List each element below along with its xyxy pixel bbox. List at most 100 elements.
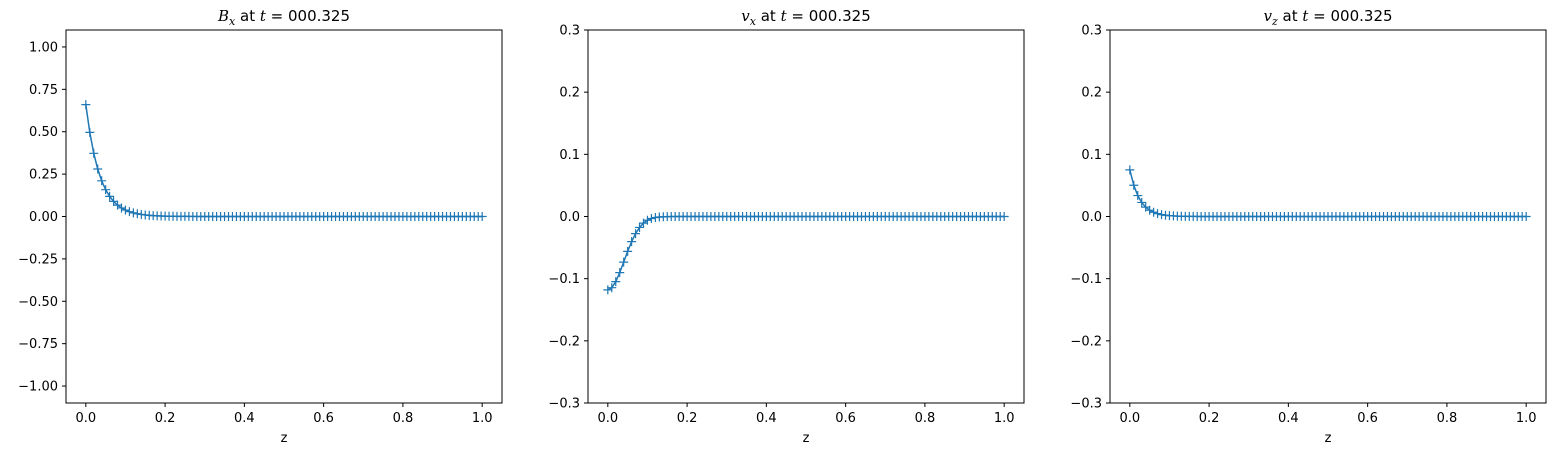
y-tick-label: 0.50	[29, 125, 58, 140]
data-point	[646, 214, 656, 224]
title-equals: =	[266, 7, 288, 25]
y-tick-label: −0.2	[548, 334, 580, 349]
title-text: at	[1278, 7, 1303, 25]
series-line	[607, 215, 1005, 291]
data-point	[101, 185, 111, 195]
y-tick-label: −0.1	[548, 272, 580, 287]
chart-panel-2: 0.0 0.2 0.4 0.6 0.8 1.0 −0.3 −0.2 −0.1 0.0 0.1 0.2 0…	[548, 7, 1025, 446]
title-equals: =	[787, 7, 809, 25]
data-point	[109, 196, 119, 206]
title-symbol: v	[1263, 7, 1272, 25]
x-tick-label: 0.2	[1199, 411, 1220, 426]
data-point	[1521, 212, 1531, 221]
data-point	[89, 148, 99, 158]
data-point	[642, 215, 652, 225]
x-tick-label: 0.0	[597, 411, 618, 426]
data-point	[93, 164, 103, 174]
title-subscript: z	[1271, 15, 1278, 28]
title-equals: =	[1308, 7, 1330, 25]
chart-title: Bx at t = 000.325	[217, 7, 350, 28]
data-point	[619, 257, 629, 267]
y-tick-label: 0.00	[29, 210, 58, 225]
x-tick-label: 0.0	[1119, 411, 1140, 426]
x-tick-label: 0.4	[756, 411, 777, 426]
data-point	[1133, 191, 1143, 201]
y-tick-label: −0.50	[18, 295, 58, 310]
series-markers	[81, 100, 487, 221]
data-point	[607, 283, 617, 293]
data-point	[477, 212, 487, 221]
title-symbol: v	[741, 7, 750, 25]
chart-title: vz at t = 000.325	[1263, 7, 1392, 28]
x-tick-label: 0.6	[835, 411, 856, 426]
data-point	[623, 246, 633, 256]
x-axis-label: z	[281, 431, 288, 446]
data-point	[97, 176, 107, 186]
x-tick-label: 0.4	[234, 411, 255, 426]
y-tick-label: 0.2	[559, 86, 580, 101]
data-point	[635, 222, 645, 232]
y-tick-label: 0.2	[1081, 86, 1102, 101]
x-axis-label: z	[803, 431, 810, 446]
data-point	[999, 212, 1009, 221]
data-point	[631, 229, 641, 239]
x-tick-label: 0.8	[393, 411, 414, 426]
title-symbol: B	[217, 7, 229, 25]
x-tick-label: 0.8	[915, 411, 936, 426]
x-axis-label: z	[1325, 431, 1332, 446]
data-point	[116, 203, 126, 213]
y-tick-label: 0.0	[559, 210, 580, 225]
y-tick-label: 0.25	[29, 168, 58, 183]
x-tick-label: 1.0	[472, 411, 493, 426]
data-point	[1145, 205, 1155, 215]
x-tick-label: 1.0	[1516, 411, 1537, 426]
title-time-var: t	[260, 7, 267, 25]
data-point	[1137, 197, 1147, 207]
data-point	[1153, 209, 1163, 219]
y-tick-label: 0.75	[29, 83, 58, 98]
title-text: at	[235, 7, 260, 25]
chart-title: vx at t = 000.325	[741, 7, 870, 28]
y-tick-label: −0.25	[18, 252, 58, 267]
x-tick-label: 0.2	[677, 411, 698, 426]
series-markers	[1125, 165, 1531, 221]
title-time: 000.325	[809, 7, 871, 25]
data-point	[124, 207, 134, 217]
data-point	[615, 268, 625, 278]
x-tick-label: 0.6	[313, 411, 334, 426]
x-tick-label: 1.0	[994, 411, 1015, 426]
data-point	[1157, 210, 1167, 220]
y-tick-label: 0.3	[559, 24, 580, 39]
title-time: 000.325	[1331, 7, 1393, 25]
x-tick-label: 0.6	[1357, 411, 1378, 426]
data-point	[1125, 165, 1135, 175]
x-tick-label: 0.8	[1437, 411, 1458, 426]
title-text: at	[756, 7, 781, 25]
chart-panel-1: 0.0 0.2 0.4 0.6 0.8 1.0 −1.00 −0.75 −0.50 −0.25 0.…	[18, 7, 503, 446]
data-point	[603, 285, 613, 295]
x-tick-label: 0.2	[155, 411, 176, 426]
y-tick-label: −0.3	[1070, 397, 1102, 412]
title-time-var: t	[781, 7, 788, 25]
y-tick-label: 0.0	[1081, 210, 1102, 225]
series-markers	[603, 212, 1009, 295]
y-tick-label: −0.75	[18, 337, 58, 352]
y-tick-label: −0.1	[1070, 272, 1102, 287]
data-point	[132, 209, 142, 219]
data-point	[85, 127, 95, 137]
x-tick-label: 0.0	[75, 411, 96, 426]
data-point	[611, 277, 621, 287]
series-line	[85, 104, 483, 218]
y-tick-label: 0.1	[559, 148, 580, 163]
chart-panel-3: 0.0 0.2 0.4 0.6 0.8 1.0 −0.3 −0.2 −0.1 0.0 0.1 0.2 0…	[1070, 7, 1547, 446]
data-point	[120, 205, 130, 215]
y-tick-label: −1.00	[18, 380, 58, 395]
y-tick-label: −0.3	[548, 397, 580, 412]
y-tick-label: 1.00	[29, 40, 58, 55]
data-point	[1149, 207, 1159, 217]
data-point	[128, 208, 138, 218]
data-point	[627, 237, 637, 247]
x-tick-label: 0.4	[1278, 411, 1299, 426]
